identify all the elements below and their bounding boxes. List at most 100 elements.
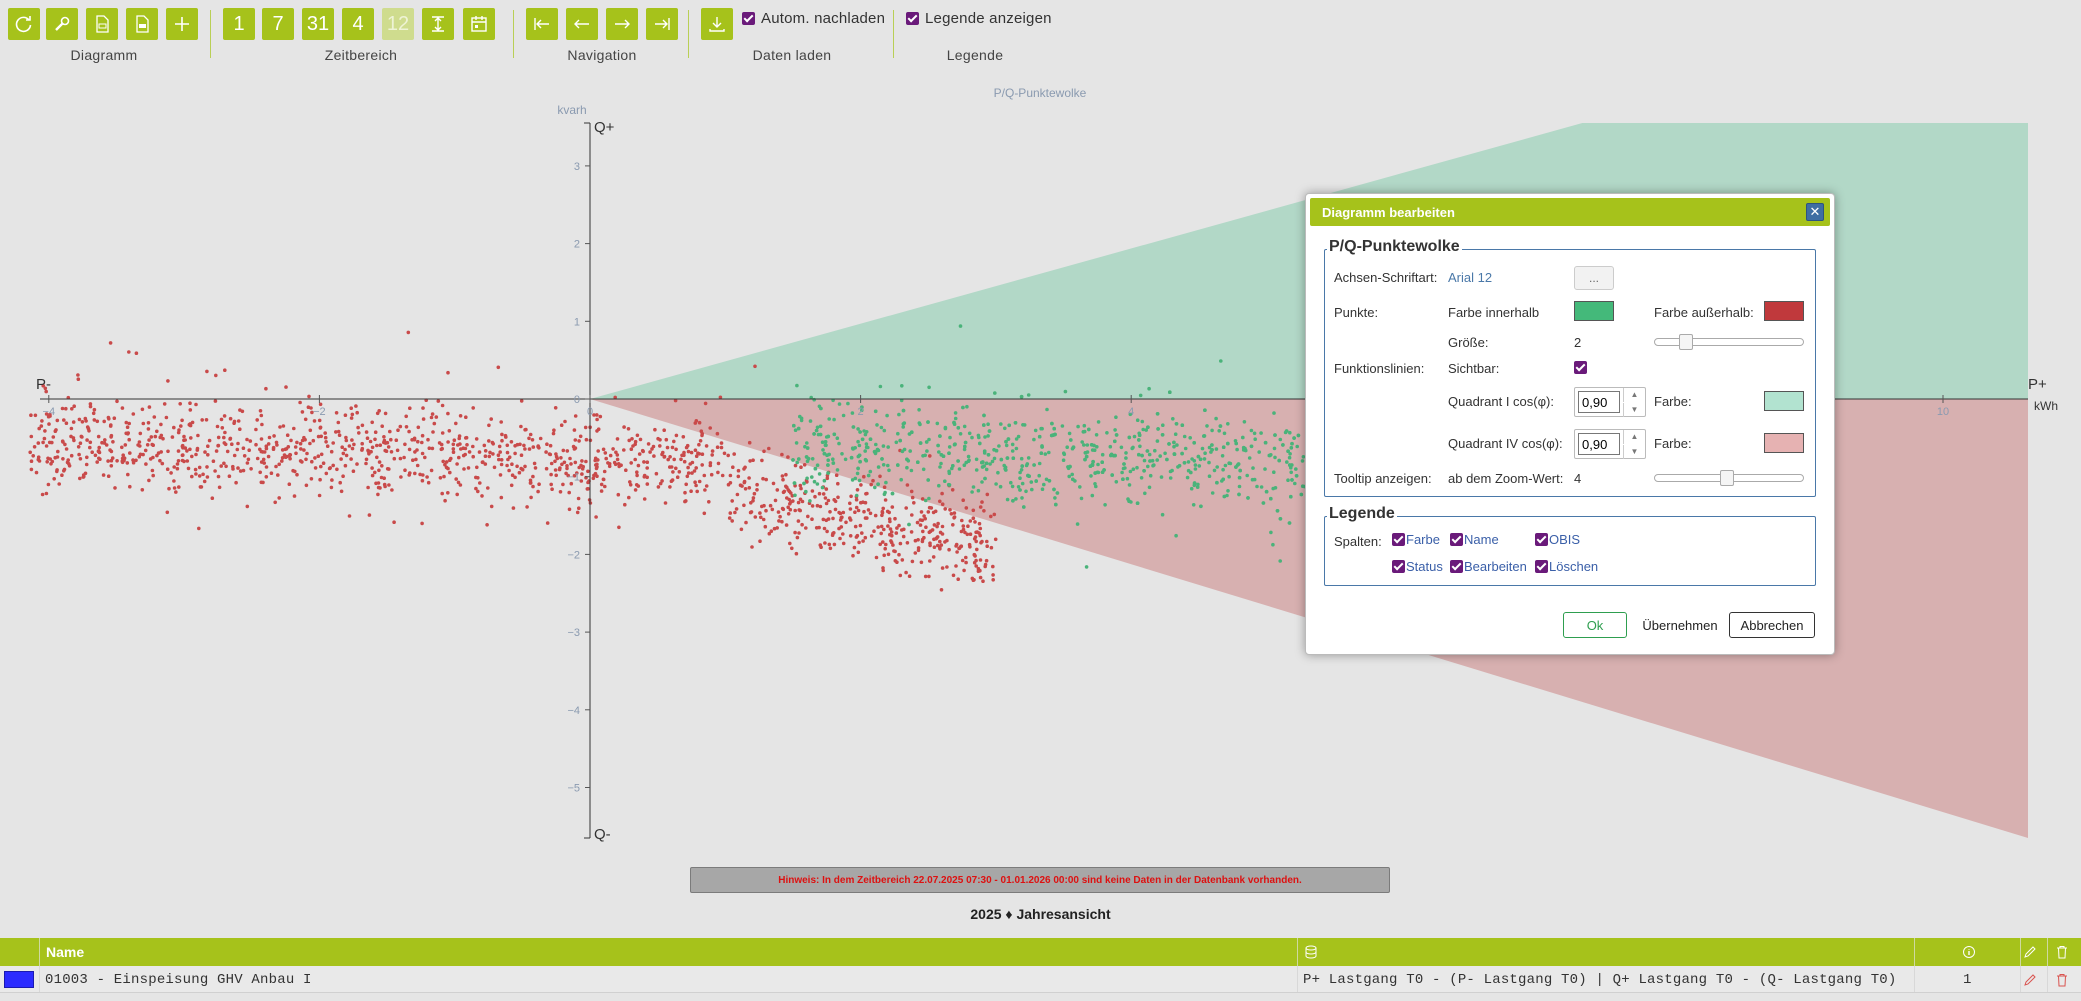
color-outside-swatch[interactable]	[1764, 301, 1804, 321]
export-pdf-button[interactable]	[126, 8, 158, 40]
point-outside	[169, 471, 173, 475]
point-outside	[197, 474, 202, 478]
range-31-button[interactable]: 31	[302, 8, 334, 40]
column-toggle-name[interactable]: Name	[1450, 532, 1499, 547]
point-inside	[1121, 466, 1126, 471]
column-header-edit[interactable]	[2023, 938, 2037, 966]
point-outside	[176, 459, 181, 463]
point-outside	[370, 473, 375, 478]
point-inside	[905, 465, 909, 470]
range-7-button[interactable]: 7	[262, 8, 294, 40]
range-1-button[interactable]: 1	[223, 8, 255, 40]
size-slider-handle[interactable]	[1679, 334, 1694, 350]
point-outside	[940, 566, 945, 570]
row-delete-button[interactable]	[2055, 966, 2069, 993]
chevron-up-icon[interactable]: ▲	[1623, 388, 1645, 402]
point-outside	[44, 412, 49, 416]
point-outside	[728, 473, 733, 478]
q1-cos-stepper[interactable]: ▲ ▼	[1574, 387, 1646, 417]
point-outside	[862, 474, 866, 479]
point-outside	[339, 489, 344, 494]
point-outside	[528, 432, 533, 437]
zoom-slider-handle[interactable]	[1720, 470, 1735, 486]
dialog-title[interactable]: Diagramm bearbeiten ✕	[1310, 198, 1830, 226]
point-outside	[88, 445, 92, 450]
q4-color-swatch[interactable]	[1764, 433, 1804, 453]
show-legend-checkbox[interactable]: Legende anzeigen	[906, 10, 1052, 27]
point-outside	[536, 489, 540, 494]
point-outside	[752, 491, 757, 496]
point-inside	[1004, 443, 1009, 448]
point-outside	[34, 470, 39, 475]
point-outside	[449, 456, 453, 461]
point-outside	[146, 427, 151, 431]
q4-cos-input[interactable]	[1578, 433, 1620, 455]
auto-reload-checkbox[interactable]: Autom. nachladen	[742, 10, 885, 27]
point-inside	[1267, 453, 1272, 458]
column-header-status[interactable]	[1962, 938, 1976, 966]
close-button[interactable]: ✕	[1806, 203, 1824, 221]
point-inside	[1018, 488, 1022, 492]
point-outside	[271, 445, 276, 450]
point-inside	[1225, 493, 1229, 498]
apply-button[interactable]: Übernehmen	[1639, 612, 1721, 638]
chevron-down-icon[interactable]: ▼	[1623, 403, 1645, 417]
row-edit-button[interactable]	[2023, 966, 2037, 993]
table-row[interactable]: 01003 - Einspeisung GHV Anbau I P+ Lastg…	[0, 966, 2081, 993]
column-toggle-bearbeiten[interactable]: Bearbeiten	[1450, 559, 1527, 574]
column-toggle-status[interactable]: Status	[1392, 559, 1443, 574]
point-outside	[878, 474, 882, 479]
size-slider[interactable]	[1654, 334, 1804, 350]
range-4-button[interactable]: 4	[342, 8, 374, 40]
row-color-swatch[interactable]	[4, 971, 34, 988]
column-toggle-obis[interactable]: OBIS	[1535, 532, 1580, 547]
load-data-button[interactable]	[701, 8, 733, 40]
column-toggle-farbe[interactable]: Farbe	[1392, 532, 1440, 547]
cancel-button[interactable]: Abbrechen	[1729, 612, 1815, 638]
point-outside	[537, 482, 541, 487]
range-fit-button[interactable]	[422, 8, 454, 40]
column-toggle-loeschen[interactable]: Löschen	[1535, 559, 1598, 574]
refresh-button[interactable]	[8, 8, 40, 40]
q1-cos-input[interactable]	[1578, 391, 1620, 413]
point-inside	[1131, 445, 1135, 450]
point-outside	[596, 427, 601, 432]
column-header-obis[interactable]	[1304, 938, 1318, 966]
point-outside	[180, 453, 185, 458]
font-picker-button[interactable]: ...	[1574, 266, 1614, 290]
range-12-button[interactable]: 12	[382, 8, 414, 40]
settings-button[interactable]	[46, 8, 78, 40]
add-button[interactable]	[166, 8, 198, 40]
point-outside	[968, 532, 973, 536]
ok-button[interactable]: Ok	[1563, 612, 1627, 638]
point-inside	[883, 490, 887, 495]
column-header-name[interactable]: Name	[46, 944, 85, 960]
point-outside	[992, 512, 997, 517]
calendar-button[interactable]	[463, 8, 495, 40]
point-outside	[768, 503, 773, 508]
export-csv-button[interactable]	[86, 8, 118, 40]
visible-checkbox[interactable]	[1574, 361, 1587, 374]
nav-prev-button[interactable]	[566, 8, 598, 40]
chevron-down-icon[interactable]: ▼	[1623, 445, 1645, 459]
point-outside	[626, 427, 631, 431]
nav-first-button[interactable]	[526, 8, 558, 40]
color-inside-swatch[interactable]	[1574, 301, 1614, 321]
point-outside	[190, 420, 195, 425]
point-outside	[392, 520, 396, 524]
point-outside	[413, 471, 417, 476]
point-outside	[530, 438, 535, 442]
zoom-slider[interactable]	[1654, 470, 1804, 486]
nav-last-button[interactable]	[646, 8, 678, 40]
nav-next-button[interactable]	[606, 8, 638, 40]
point-outside	[595, 465, 599, 469]
q1-color-swatch[interactable]	[1764, 391, 1804, 411]
chevron-up-icon[interactable]: ▲	[1623, 430, 1645, 444]
q4-cos-stepper[interactable]: ▲ ▼	[1574, 429, 1646, 459]
point-outside	[668, 455, 672, 459]
point-outside	[112, 416, 117, 421]
column-header-delete[interactable]	[2055, 938, 2069, 966]
point-inside	[974, 468, 979, 472]
point-outside	[164, 415, 169, 420]
point-inside	[805, 441, 809, 445]
